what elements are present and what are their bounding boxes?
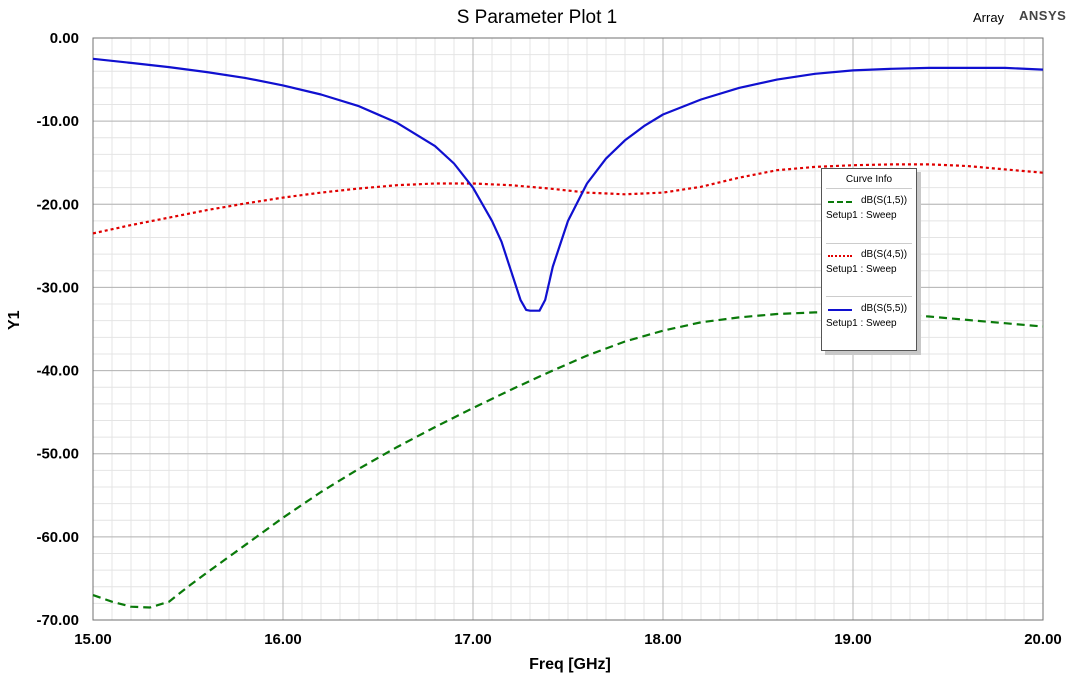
curve-info-legend[interactable]: Curve Info dB(S(1,5)) Setup1 : Sweep dB(… [821, 168, 917, 351]
legend-name-s55: dB(S(5,5)) [861, 303, 908, 314]
x-tick-label: 19.00 [834, 631, 872, 648]
legend-line-s45 [828, 255, 852, 257]
legend-setup-s45: Setup1 : Sweep [826, 264, 897, 275]
chart-title: S Parameter Plot 1 [456, 7, 618, 28]
ansys-logo: ANSYS [1019, 8, 1067, 23]
x-tick-label: 18.00 [644, 631, 682, 648]
legend-name-s15: dB(S(1,5)) [861, 195, 908, 206]
x-tick-label: 17.00 [454, 631, 492, 648]
y-tick-label: -20.00 [36, 196, 79, 213]
y-axis-label: Y1 [6, 310, 23, 330]
x-tick-label: 20.00 [1024, 631, 1062, 648]
y-tick-label: -70.00 [36, 612, 79, 629]
legend-divider [826, 243, 912, 244]
legend-divider [826, 296, 912, 297]
y-tick-label: -60.00 [36, 529, 79, 546]
x-axis-label: Freq [GHz] [529, 656, 611, 673]
legend-divider [826, 188, 912, 189]
legend-setup-s55: Setup1 : Sweep [826, 318, 897, 329]
legend-setup-s15: Setup1 : Sweep [826, 210, 897, 221]
legend-line-s15 [828, 201, 852, 203]
x-tick-label: 16.00 [264, 631, 302, 648]
y-tick-label: -50.00 [36, 446, 79, 463]
legend-line-s55 [828, 309, 852, 311]
y-tick-label: -10.00 [36, 113, 79, 130]
y-tick-label: 0.00 [50, 30, 79, 47]
plot-area-border [92, 37, 1044, 621]
series-line-s55 [92, 57, 1044, 312]
legend-name-s45: dB(S(4,5)) [861, 249, 908, 260]
y-tick-label: -30.00 [36, 279, 79, 296]
legend-title: Curve Info [845, 174, 893, 185]
series-line-s45 [92, 163, 1044, 235]
y-tick-label: -40.00 [36, 363, 79, 380]
x-tick-label: 15.00 [74, 631, 112, 648]
design-name: Array [973, 10, 1005, 25]
